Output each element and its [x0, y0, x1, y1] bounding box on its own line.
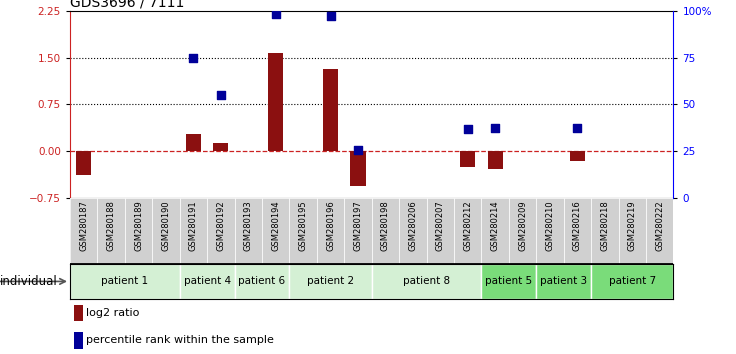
Bar [323, 69, 338, 152]
Bar [646, 198, 673, 264]
Text: patient 5: patient 5 [485, 276, 532, 286]
Point [188, 55, 199, 61]
Point [215, 92, 227, 98]
Bar [537, 264, 591, 299]
Bar [262, 198, 289, 264]
Text: patient 6: patient 6 [238, 276, 286, 286]
Text: GDS3696 / 7111: GDS3696 / 7111 [70, 0, 184, 10]
Text: GSM280191: GSM280191 [189, 200, 198, 251]
Point [572, 125, 584, 131]
Bar [125, 198, 152, 264]
Text: GSM280196: GSM280196 [326, 200, 335, 251]
Text: GSM280198: GSM280198 [381, 200, 390, 251]
Bar [591, 198, 618, 264]
Text: GSM280218: GSM280218 [601, 200, 609, 251]
Bar [481, 198, 509, 264]
Text: patient 1: patient 1 [102, 276, 149, 286]
Text: patient 8: patient 8 [403, 276, 450, 286]
Text: GSM280188: GSM280188 [107, 200, 116, 251]
Bar [70, 264, 180, 299]
Text: GSM280209: GSM280209 [518, 200, 527, 251]
Bar [460, 152, 475, 167]
Bar [180, 198, 207, 264]
Bar [235, 264, 289, 299]
Text: patient 4: patient 4 [183, 276, 230, 286]
Bar [570, 152, 585, 161]
Text: GSM280222: GSM280222 [655, 200, 664, 251]
Text: GSM280190: GSM280190 [161, 200, 171, 251]
Point [489, 125, 501, 131]
Bar [70, 198, 97, 264]
Point [325, 13, 336, 18]
Point [270, 11, 282, 17]
Bar [537, 198, 564, 264]
Bar [185, 134, 201, 152]
Bar [289, 198, 316, 264]
Point [461, 127, 473, 132]
Bar [289, 264, 372, 299]
Bar [454, 198, 481, 264]
Bar [213, 143, 228, 152]
Bar [399, 198, 427, 264]
Bar [180, 264, 235, 299]
Text: GSM280192: GSM280192 [216, 200, 225, 251]
Bar [591, 264, 673, 299]
Text: individual: individual [0, 275, 57, 288]
Text: GSM280197: GSM280197 [353, 200, 362, 251]
Text: patient 2: patient 2 [307, 276, 354, 286]
Text: GSM280206: GSM280206 [408, 200, 417, 251]
Bar [481, 264, 537, 299]
Text: GSM280216: GSM280216 [573, 200, 582, 251]
Bar [344, 198, 372, 264]
Text: GSM280194: GSM280194 [271, 200, 280, 251]
Text: percentile rank within the sample: percentile rank within the sample [86, 335, 274, 345]
Bar [268, 52, 283, 152]
Text: GSM280212: GSM280212 [463, 200, 473, 251]
Bar [509, 198, 537, 264]
Bar [372, 264, 481, 299]
Text: GSM280214: GSM280214 [491, 200, 500, 251]
Text: GSM280219: GSM280219 [628, 200, 637, 251]
Text: patient 3: patient 3 [540, 276, 587, 286]
Text: GSM280187: GSM280187 [79, 200, 88, 251]
Text: GSM280195: GSM280195 [299, 200, 308, 251]
Text: patient 7: patient 7 [609, 276, 656, 286]
Text: log2 ratio: log2 ratio [86, 308, 140, 318]
Bar [427, 198, 454, 264]
Text: GSM280207: GSM280207 [436, 200, 445, 251]
Text: GSM280193: GSM280193 [244, 200, 252, 251]
Bar [74, 332, 83, 348]
Text: GSM280210: GSM280210 [545, 200, 554, 251]
Bar [152, 198, 180, 264]
Bar [76, 152, 91, 175]
Bar [618, 198, 646, 264]
Bar [350, 152, 366, 186]
Bar [235, 198, 262, 264]
Text: GSM280189: GSM280189 [134, 200, 143, 251]
Point [352, 147, 364, 153]
Bar [316, 198, 344, 264]
Bar [74, 304, 83, 321]
Bar [207, 198, 235, 264]
Bar [487, 152, 503, 169]
Bar [97, 198, 125, 264]
Bar [372, 198, 399, 264]
Bar [564, 198, 591, 264]
